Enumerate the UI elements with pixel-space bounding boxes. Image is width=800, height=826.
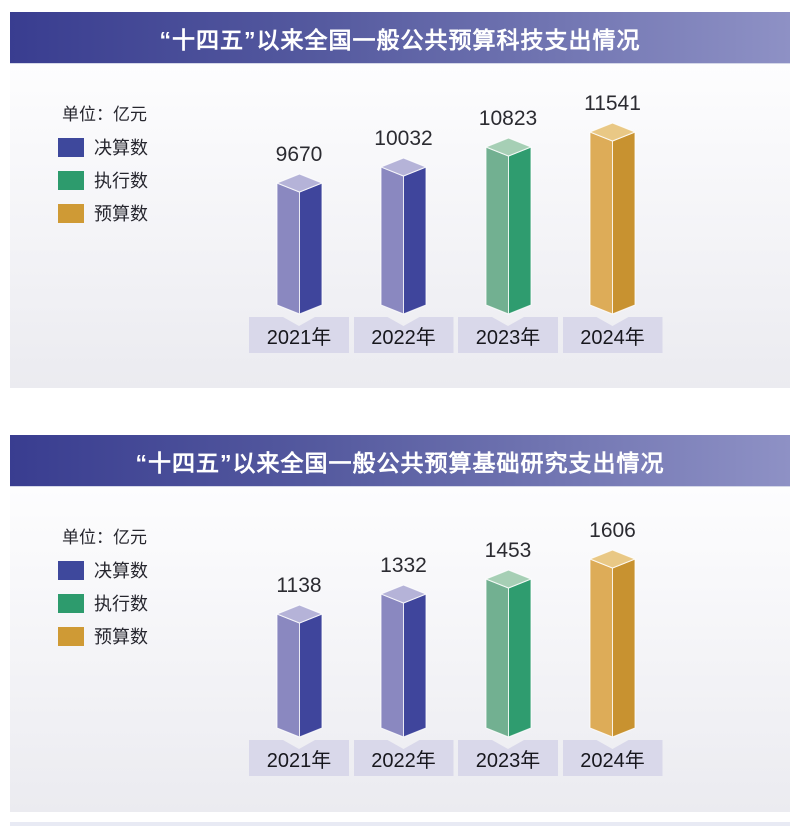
- legend-item: 执行数: [58, 170, 148, 191]
- legend-item: 预算数: [58, 203, 148, 224]
- legend-label: 执行数: [94, 594, 148, 614]
- x-axis-year-label: 2022年: [353, 740, 454, 776]
- chart-area: 单位：亿元 决算数执行数预算数 9670 2021年 10032 2022年 10823…: [10, 64, 790, 388]
- bar-face-top: [485, 137, 531, 157]
- legend-item: 决算数: [58, 560, 148, 581]
- bar-face-top: [276, 173, 322, 193]
- bar-column-2023年: [485, 137, 531, 315]
- bar-face-left: [380, 593, 404, 738]
- legend-swatch: [58, 593, 84, 613]
- chart-title: “十四五”以来全国一般公共预算科技支出情况: [159, 26, 641, 53]
- unit-label: 单位：亿元: [62, 528, 147, 547]
- legend-item: 决算数: [58, 137, 148, 158]
- bar-face-top: [485, 569, 531, 589]
- bar-face-right: [298, 182, 322, 315]
- x-axis-year-label: 2022年: [353, 317, 454, 353]
- bar-value-label: 1138: [276, 574, 322, 597]
- bar-face-top: [589, 122, 636, 142]
- bar-face-top: [380, 157, 427, 177]
- bar-column-2024年: [589, 122, 636, 315]
- legend-swatch: [58, 203, 84, 223]
- bar-column-2022年: [380, 157, 427, 315]
- bar-face-right: [507, 578, 531, 738]
- unit-label: 单位：亿元: [62, 105, 147, 124]
- bar-face-top: [380, 584, 427, 604]
- bar-face-left: [276, 182, 300, 315]
- chart-area: 单位：亿元 决算数执行数预算数 1138 2021年 1332 2022年 1453 20…: [10, 487, 790, 812]
- x-axis-year-label: 2021年: [249, 740, 349, 776]
- bar-column-2022年: [380, 584, 427, 738]
- chart-panel-science-tech: “十四五”以来全国一般公共预算科技支出情况 单位：亿元 决算数执行数预算数 96…: [10, 12, 790, 388]
- next-panel-edge: [10, 822, 790, 826]
- legend: 决算数 执行数 预算数: [58, 487, 218, 812]
- bar-face-top: [276, 604, 322, 624]
- legend-swatch: [58, 137, 84, 157]
- bar-face-right: [298, 613, 322, 738]
- x-axis-year-label: 2024年: [562, 317, 663, 353]
- bar-value-label: 10823: [478, 107, 538, 130]
- x-axis-year-label: 2023年: [458, 740, 558, 776]
- legend-label: 预算数: [94, 204, 148, 224]
- bar-face-right: [507, 146, 531, 315]
- chart-panel-basic-research: “十四五”以来全国一般公共预算基础研究支出情况 单位：亿元 决算数执行数预算数 …: [10, 435, 790, 812]
- bar-column-2021年: [276, 604, 322, 738]
- plot-area: 9670 2021年 10032 2022年 10823 2023年 11541 2024年: [10, 64, 790, 388]
- bar-face-left: [589, 131, 613, 315]
- legend-swatch: [58, 626, 84, 646]
- bar-face-right: [612, 558, 636, 738]
- legend-item: 执行数: [58, 593, 148, 614]
- legend-swatch: [58, 560, 84, 580]
- bar-face-left: [589, 558, 613, 738]
- chart-title-bar: “十四五”以来全国一般公共预算科技支出情况: [10, 12, 790, 64]
- bar-face-right: [403, 593, 427, 738]
- chart-title-bar: “十四五”以来全国一般公共预算基础研究支出情况: [10, 435, 790, 487]
- legend-item: 预算数: [58, 626, 148, 647]
- legend-swatch: [58, 170, 84, 190]
- bar-face-right: [403, 166, 427, 315]
- legend-label: 决算数: [94, 561, 148, 581]
- bar-value-label: 1606: [589, 519, 636, 542]
- bar-face-left: [485, 146, 509, 315]
- bar-column-2021年: [276, 173, 322, 315]
- bar-value-label: 1332: [380, 554, 427, 577]
- bar-value-label: 11541: [584, 92, 641, 115]
- bar-face-right: [612, 131, 636, 315]
- bar-face-left: [485, 578, 509, 738]
- x-axis-year-label: 2021年: [249, 317, 349, 353]
- bar-value-label: 9670: [275, 143, 323, 166]
- chart-title: “十四五”以来全国一般公共预算基础研究支出情况: [135, 449, 665, 476]
- bar-value-label: 10032: [374, 127, 433, 150]
- bar-column-2024年: [589, 549, 636, 738]
- legend-label: 执行数: [94, 171, 148, 191]
- legend: 决算数 执行数 预算数: [58, 64, 218, 388]
- plot-area: 1138 2021年 1332 2022年 1453 2023年 1606 2024年: [10, 487, 790, 812]
- x-axis-year-label: 2023年: [458, 317, 558, 353]
- legend-label: 决算数: [94, 138, 148, 158]
- bar-column-2023年: [485, 569, 531, 738]
- bar-face-top: [589, 549, 636, 569]
- bar-face-left: [380, 166, 404, 315]
- x-axis-year-label: 2024年: [562, 740, 663, 776]
- legend-label: 预算数: [94, 627, 148, 647]
- bar-face-left: [276, 613, 300, 738]
- bar-value-label: 1453: [484, 539, 532, 562]
